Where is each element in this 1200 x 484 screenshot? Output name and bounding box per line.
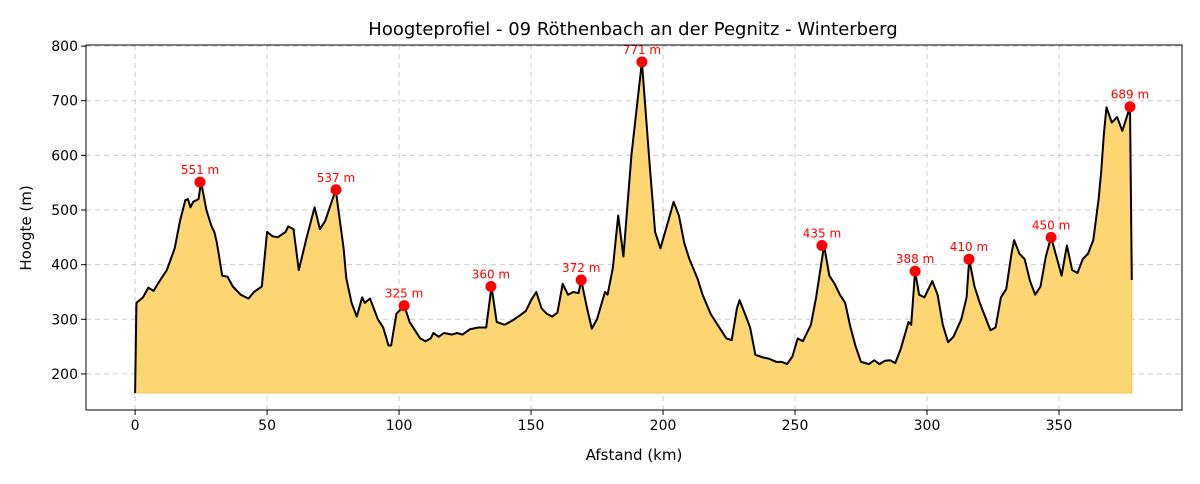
x-axis-label: Afstand (km) (586, 446, 683, 464)
peak-label: 771 m (623, 43, 661, 57)
peak-markers: 551 m 537 m 325 m 360 m 372 m 771 m 435 m 388 m… (181, 43, 1149, 312)
peak-label: 410 m (950, 240, 988, 254)
x-axis-ticks: 0 50 100 150 200 250 300 350 (131, 410, 1073, 434)
peak-label: 360 m (472, 268, 510, 282)
peak-marker (636, 56, 648, 68)
peak-label: 551 m (181, 163, 219, 177)
chart-title: Hoogteprofiel - 09 Röthenbach an der Peg… (368, 19, 897, 40)
peak-marker (194, 176, 206, 188)
y-tick-label: 300 (51, 312, 78, 328)
plot-frame (85, 44, 1183, 411)
peak-label: 372 m (562, 261, 600, 275)
elevation-line (134, 60, 1133, 394)
elevation-area (134, 61, 1133, 394)
peak-marker (485, 281, 497, 293)
y-tick-label: 200 (51, 367, 78, 383)
peak-label: 689 m (1111, 88, 1149, 102)
peak-marker (398, 300, 410, 312)
peak-label: 388 m (896, 252, 934, 266)
x-tick-label: 0 (131, 418, 140, 434)
y-axis-label: Hoogte (m) (17, 185, 35, 270)
peak-marker (816, 240, 828, 252)
y-tick-label: 600 (51, 148, 78, 164)
peak-marker (330, 184, 342, 196)
x-tick-label: 150 (518, 418, 545, 434)
x-tick-label: 350 (1046, 418, 1073, 434)
y-tick-label: 800 (51, 39, 78, 55)
y-tick-label: 400 (51, 258, 78, 274)
peak-label: 435 m (803, 227, 841, 241)
peak-label: 450 m (1032, 218, 1070, 232)
y-axis-ticks: 200 300 400 500 600 700 800 (51, 39, 86, 383)
y-tick-label: 500 (51, 203, 78, 219)
y-tick-label: 700 (51, 94, 78, 110)
peak-marker (1045, 231, 1057, 243)
peak-marker (963, 253, 975, 265)
x-tick-label: 200 (650, 418, 677, 434)
x-tick-label: 300 (914, 418, 941, 434)
x-tick-label: 250 (782, 418, 809, 434)
x-tick-label: 100 (386, 418, 413, 434)
peak-marker (909, 265, 921, 277)
peak-marker (1124, 101, 1136, 113)
peak-label: 325 m (385, 287, 423, 301)
peak-marker (575, 274, 587, 286)
peak-label: 537 m (317, 171, 355, 185)
x-tick-label: 50 (258, 418, 276, 434)
